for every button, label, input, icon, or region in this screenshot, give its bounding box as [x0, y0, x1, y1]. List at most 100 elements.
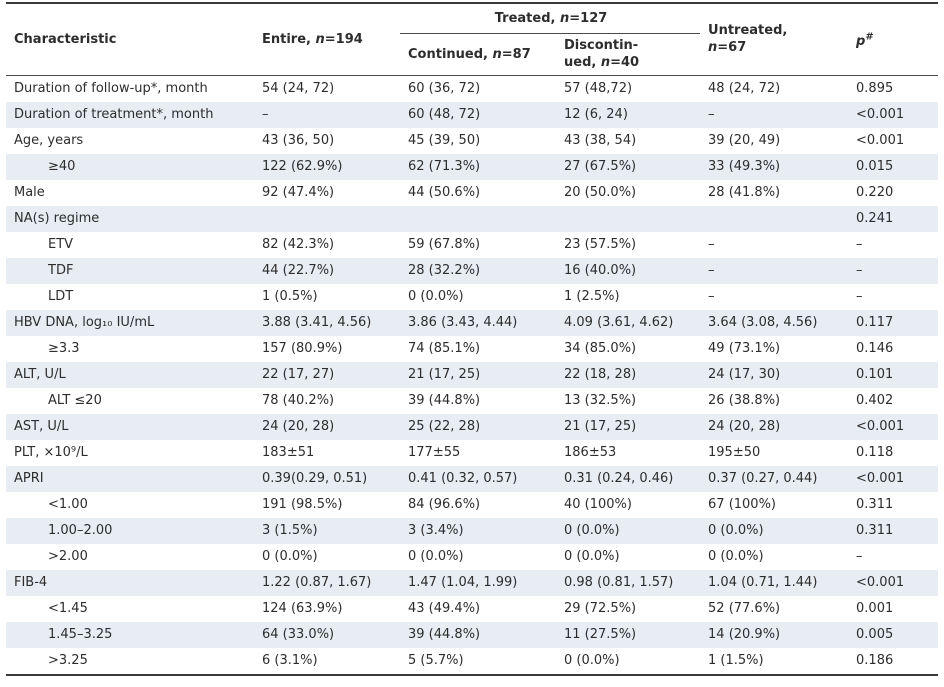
table-cell: 5 (5.7%): [408, 652, 464, 668]
table-cell: 54 (24, 72): [262, 80, 335, 96]
column-header-characteristic: Characteristic: [6, 3, 254, 76]
table-cell: –: [262, 106, 269, 122]
row-label: Male: [14, 184, 45, 200]
table-cell: –: [856, 236, 863, 252]
table-cell: 0 (0.0%): [262, 548, 318, 564]
table-cell: 0.146: [856, 340, 894, 356]
table-row: ALT, U/L 22 (17, 27) 21 (17, 25) 22 (18, 28…: [6, 361, 939, 388]
row-label: ≥40: [48, 158, 76, 174]
table-cell: 157 (80.9%): [262, 340, 343, 356]
table-cell: 0.37 (0.27, 0.44): [708, 470, 818, 486]
table-cell: 6 (3.1%): [262, 652, 318, 668]
row-label: FIB-4: [14, 574, 48, 590]
table-cell: 4.09 (3.61, 4.62): [564, 314, 674, 330]
table-row: TDF 44 (22.7%) 28 (32.2%) 16 (40.0%) – –: [6, 257, 939, 284]
table-cell: 1 (0.5%): [262, 288, 318, 304]
table-row: ≥3.3 157 (80.9%) 74 (85.1%) 34 (85.0%) 49 (7…: [6, 336, 938, 362]
table-row: FIB-4 1.22 (0.87, 1.67) 1.47 (1.04, 1.99) 0…: [6, 569, 939, 596]
table-cell: 39 (44.8%): [408, 392, 481, 408]
row-label: NA(s) regime: [14, 210, 100, 226]
table-cell: 0 (0.0%): [708, 548, 764, 564]
table-row: 1.45–3.25 64 (33.0%) 39 (44.8%) 11 (27.5%) 1…: [6, 621, 939, 648]
table-row: ETV 82 (42.3%) 59 (67.8%) 23 (57.5%) – –: [6, 232, 938, 258]
table-cell: 1.22 (0.87, 1.67): [262, 574, 372, 590]
row-label: AST, U/L: [14, 418, 69, 434]
table-cell: 0.241: [856, 210, 894, 226]
column-header-treated-label: Treated, n=127: [494, 10, 608, 26]
table-row: AST, U/L 24 (20, 28) 25 (22, 28) 21 (17, 25…: [6, 413, 939, 440]
table-cell: 11 (27.5%): [564, 626, 637, 642]
table-cell: 43 (49.4%): [408, 600, 481, 616]
row-label: 1.00–2.00: [48, 522, 113, 538]
table-row: ≥40 122 (62.9%) 62 (71.3%) 27 (67.5%) 33 (49…: [6, 153, 939, 180]
table-row: >2.00 0 (0.0%) 0 (0.0%) 0 (0.0%) 0 (0.0%) –: [6, 544, 938, 570]
table-cell: 62 (71.3%): [408, 158, 481, 174]
table-row: <1.00 191 (98.5%) 84 (96.6%) 40 (100%) 67 (1…: [6, 492, 938, 518]
table-cell: 23 (57.5%): [564, 236, 637, 252]
table-cell: 3.86 (3.43, 4.44): [408, 314, 518, 330]
table-cell: 122 (62.9%): [262, 158, 343, 174]
row-label: <1.45: [48, 600, 88, 616]
table-row: <1.45 124 (63.9%) 43 (49.4%) 29 (72.5%) 52 (…: [6, 596, 938, 622]
table-cell: <0.001: [856, 106, 905, 122]
table-cell: –: [708, 236, 715, 252]
table-cell: 74 (85.1%): [408, 340, 481, 356]
table-cell: 22 (17, 27): [262, 366, 335, 382]
table-cell: 0.39(0.29, 0.51): [262, 470, 368, 486]
row-label: Duration of treatment*, month: [14, 106, 214, 122]
table-cell: 0.101: [856, 366, 894, 382]
row-label: <1.00: [48, 496, 88, 512]
table-cell: 0.402: [856, 392, 894, 408]
table-cell: 0 (0.0%): [408, 288, 464, 304]
table-cell: 28 (32.2%): [408, 262, 481, 278]
table-row: Male 92 (47.4%) 44 (50.6%) 20 (50.0%) 28 (41…: [6, 180, 938, 206]
column-header-entire: Entire, n=194: [254, 3, 400, 76]
table-cell: 33 (49.3%): [708, 158, 781, 174]
table-cell: 1 (1.5%): [708, 652, 764, 668]
table-cell: 0.311: [856, 496, 894, 512]
characteristics-table: Characteristic Entire, n=194 Treated, n=…: [6, 2, 939, 676]
table-cell: 0 (0.0%): [408, 548, 464, 564]
table-cell: 57 (48,72): [564, 80, 633, 96]
table-cell: 3 (1.5%): [262, 522, 318, 538]
table-cell: 12 (6, 24): [564, 106, 628, 122]
table-cell: 43 (38, 54): [564, 132, 637, 148]
column-header-entire-label: Entire, n=194: [262, 31, 363, 47]
table-cell: 22 (18, 28): [564, 366, 637, 382]
table-cell: <0.001: [856, 132, 905, 148]
row-label: TDF: [48, 262, 74, 278]
table-row: 1.00–2.00 3 (1.5%) 3 (3.4%) 0 (0.0%) 0 (0.0%…: [6, 517, 939, 544]
table-cell: 0 (0.0%): [564, 522, 620, 538]
row-label: APRI: [14, 470, 44, 486]
row-label: Age, years: [14, 132, 84, 148]
table-cell: [254, 206, 400, 232]
table-cell: 0.001: [856, 600, 894, 616]
table-cell: 24 (20, 28): [262, 418, 335, 434]
row-label: 1.45–3.25: [48, 626, 113, 642]
table-cell: 0.005: [856, 626, 894, 642]
table-row: NA(s) regime 0.241: [6, 205, 939, 232]
row-label: >2.00: [48, 548, 88, 564]
table-cell: –: [856, 548, 863, 564]
column-header-treated: Treated, n=127: [400, 3, 701, 34]
table-cell: 183±51: [262, 444, 315, 460]
table-cell: 34 (85.0%): [564, 340, 637, 356]
row-label: ALT, U/L: [14, 366, 66, 382]
table-cell: 14 (20.9%): [708, 626, 781, 642]
table-cell: 44 (50.6%): [408, 184, 481, 200]
table-cell: 0.98 (0.81, 1.57): [564, 574, 674, 590]
table-cell: [700, 206, 848, 232]
table-cell: 0.117: [856, 314, 894, 330]
table-cell: –: [856, 288, 863, 304]
table-row: Duration of follow-up*, month 54 (24, 72)…: [6, 75, 938, 102]
table-cell: 82 (42.3%): [262, 236, 335, 252]
table-cell: 0 (0.0%): [564, 548, 620, 564]
table-cell: 21 (17, 25): [564, 418, 637, 434]
table-cell: <0.001: [856, 418, 905, 434]
row-label: Duration of follow-up*, month: [14, 80, 208, 96]
row-label: ALT ≤20: [48, 392, 102, 408]
table-cell: 191 (98.5%): [262, 496, 343, 512]
table-cell: 13 (32.5%): [564, 392, 637, 408]
table-cell: –: [708, 262, 715, 278]
row-label: ETV: [48, 236, 74, 252]
